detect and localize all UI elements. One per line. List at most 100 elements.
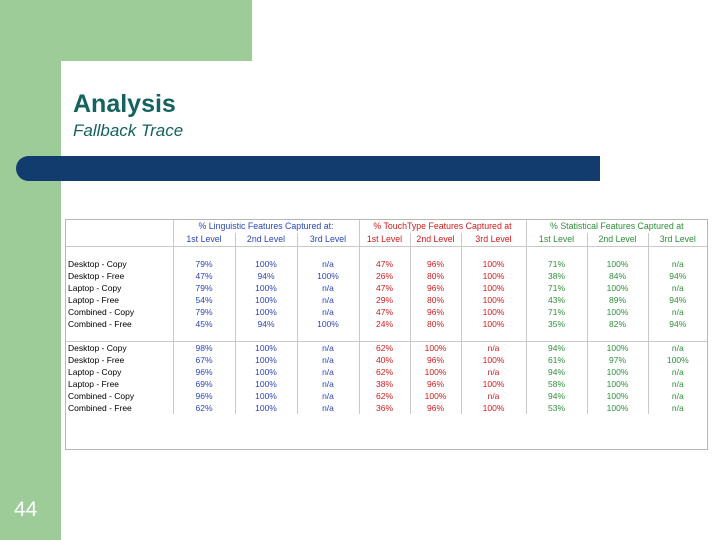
row-label: Laptop - Copy	[66, 366, 174, 378]
value-cell: 62%	[173, 402, 236, 414]
spacer-cell	[587, 246, 649, 258]
table-row: Combined - Free 45% 94% 100% 24% 80% 100% 35% 82…	[66, 318, 707, 330]
fallback-trace-table: % Linguistic Features Captured at:% Touc…	[65, 219, 708, 450]
table-row: Laptop - Free 54% 100% n/a 29% 80% 100% 43% 89% 9…	[66, 294, 707, 306]
group-header: % Linguistic Features Captured at:	[173, 220, 360, 233]
value-cell: 100%	[235, 354, 298, 366]
level-header: 3rd Level	[648, 233, 707, 247]
value-cell: 94%	[669, 319, 687, 329]
value-cell: 100%	[587, 402, 649, 414]
spacer-cell	[359, 330, 411, 342]
table-row: Desktop - Copy 98% 100% n/a 62% 100% n/a 94% 100…	[66, 341, 707, 354]
spacer-cell	[648, 330, 707, 342]
spacer-cell	[173, 330, 236, 342]
value-cell: 47%	[359, 258, 411, 270]
slide-number: 44	[14, 498, 38, 521]
spacer-cell	[297, 246, 360, 258]
value-cell: 100%	[461, 318, 527, 330]
value-cell: 100%	[461, 294, 527, 306]
value-cell: 45%	[173, 318, 236, 330]
table-row: Laptop - Copy 79% 100% n/a 47% 96% 100% 71% 100%…	[66, 282, 707, 294]
value-cell: 100%	[297, 318, 360, 330]
value-cell: 38%	[359, 378, 411, 390]
value-cell: 100%	[587, 366, 649, 378]
slide-title: Analysis	[73, 90, 176, 118]
row-label: Desktop - Copy	[66, 258, 174, 270]
value-cell: 61%	[526, 354, 588, 366]
value-cell: 96%	[410, 282, 462, 294]
value-cell: n/a	[648, 341, 707, 354]
row-label: Combined - Copy	[66, 390, 174, 402]
value-cell: 47%	[359, 306, 411, 318]
value-cell: 96%	[410, 402, 462, 414]
value-cell: 94%	[526, 341, 588, 354]
value-cell: 79%	[173, 306, 236, 318]
left-accent-bar	[0, 0, 61, 540]
level-header: 2nd Level	[410, 233, 462, 247]
spacer-cell	[297, 330, 360, 342]
table-row: Laptop - Copy 96% 100% n/a 62% 100% n/a 94% 100%…	[66, 366, 707, 378]
value-cell: 79%	[173, 282, 236, 294]
value-cell: n/a	[297, 366, 360, 378]
value-cell: n/a	[297, 341, 360, 354]
row-label: Desktop - Free	[66, 354, 174, 366]
value-cell: 100%	[410, 390, 462, 402]
value-cell: 35%	[526, 318, 588, 330]
table-row: Combined - Free 62% 100% n/a 36% 96% 100% 53% 10…	[66, 402, 707, 414]
value-cell: 100%	[235, 294, 298, 306]
spacer-cell	[66, 246, 174, 258]
corner-cell	[66, 233, 174, 247]
value-cell: 69%	[173, 378, 236, 390]
value-cell: 71%	[526, 282, 588, 294]
value-cell: n/a	[671, 403, 684, 413]
value-cell: 100%	[410, 366, 462, 378]
value-cell: 58%	[526, 378, 588, 390]
value-cell: 62%	[359, 366, 411, 378]
value-cell: n/a	[461, 390, 527, 402]
row-label: Laptop - Free	[66, 378, 174, 390]
value-cell: 100%	[461, 378, 527, 390]
spacer-cell	[235, 246, 298, 258]
value-cell: 82%	[587, 318, 649, 330]
value-cell: 67%	[173, 354, 236, 366]
table-row: Laptop - Free 69% 100% n/a 38% 96% 100% 58% 100%…	[66, 378, 707, 390]
value-cell: 97%	[587, 354, 649, 366]
value-cell: 80%	[410, 294, 462, 306]
value-cell: 96%	[410, 258, 462, 270]
group-header: % TouchType Features Captured at	[359, 220, 527, 233]
spacer-cell	[526, 246, 588, 258]
spacer-cell	[66, 330, 174, 342]
value-cell: 100%	[235, 306, 298, 318]
top-accent-bar	[61, 0, 252, 61]
table-row: Combined - Copy 79% 100% n/a 47% 96% 100% 71% 10…	[66, 306, 707, 318]
spacer-cell	[235, 330, 298, 342]
level-header: 2nd Level	[587, 233, 649, 247]
value-cell: 100%	[235, 366, 298, 378]
value-cell: 43%	[526, 294, 588, 306]
value-cell: 89%	[587, 294, 649, 306]
level-header-row: 1st Level 2nd Level 3rd Level 1st Level 2nd …	[66, 233, 707, 247]
value-cell: n/a	[297, 402, 360, 414]
value-cell: 80%	[410, 270, 462, 282]
table-row: Desktop - Free 67% 100% n/a 40% 96% 100% 61% 97%…	[66, 354, 707, 366]
title-divider-bar	[16, 156, 600, 181]
value-cell: n/a	[297, 294, 360, 306]
row-label: Desktop - Free	[66, 270, 174, 282]
value-cell: 54%	[173, 294, 236, 306]
row-label: Laptop - Copy	[66, 282, 174, 294]
value-cell: 100%	[410, 341, 462, 354]
value-cell: 79%	[173, 258, 236, 270]
value-cell: 100%	[587, 390, 649, 402]
group-header: % Statistical Features Captured at	[550, 221, 684, 231]
level-header: 1st Level	[526, 233, 588, 247]
value-cell: n/a	[671, 259, 684, 269]
row-label: Desktop - Copy	[66, 341, 174, 354]
value-cell: 80%	[410, 318, 462, 330]
level-header: 1st Level	[359, 233, 411, 247]
value-cell: 71%	[526, 306, 588, 318]
value-cell: 94%	[526, 390, 588, 402]
value-cell: 100%	[587, 258, 649, 270]
value-cell: 100%	[666, 355, 689, 365]
value-cell: 96%	[173, 366, 236, 378]
value-cell: 71%	[526, 258, 588, 270]
